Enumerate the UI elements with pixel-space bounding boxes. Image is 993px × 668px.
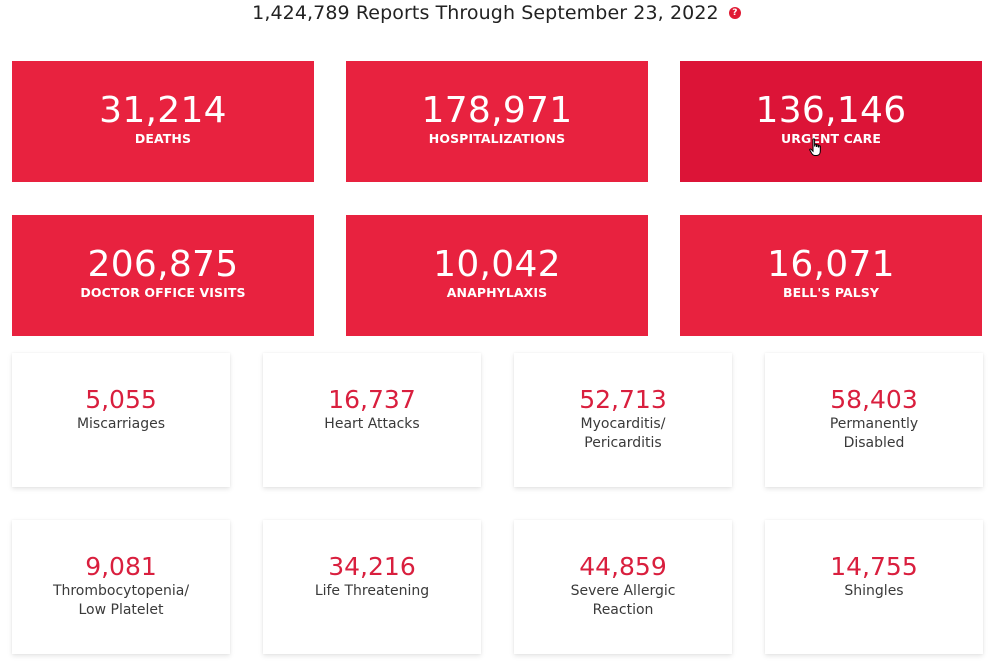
stat-value: 34,216 [328, 552, 416, 581]
stat-card-severe-allergic-reaction[interactable]: 44,859 Severe Allergic Reaction [514, 520, 732, 654]
stat-label: Myocarditis/ Pericarditis [580, 416, 666, 451]
stat-label: Heart Attacks [324, 416, 420, 432]
stat-value: 31,214 [99, 90, 227, 131]
reports-title: 1,424,789 Reports Through September 23, … [252, 2, 719, 24]
stat-card-thrombocytopenia[interactable]: 9,081 Thrombocytopenia/ Low Platelet [12, 520, 230, 654]
stat-label: Severe Allergic Reaction [570, 583, 676, 618]
stat-label: HOSPITALIZATIONS [428, 131, 566, 146]
stat-card-heart-attacks[interactable]: 16,737 Heart Attacks [263, 353, 481, 487]
stat-label: Miscarriages [76, 416, 166, 432]
stat-card-doctor-office-visits[interactable]: 206,875 DOCTOR OFFICE VISITS [12, 215, 314, 336]
stat-value: 206,875 [87, 244, 239, 285]
stat-value: 5,055 [85, 385, 157, 414]
stat-card-permanently-disabled[interactable]: 58,403 Permanently Disabled [765, 353, 983, 487]
page-header: 1,424,789 Reports Through September 23, … [0, 2, 993, 24]
stat-card-life-threatening[interactable]: 34,216 Life Threatening [263, 520, 481, 654]
stat-card-anaphylaxis[interactable]: 10,042 ANAPHYLAXIS [346, 215, 648, 336]
stat-value: 16,737 [328, 385, 416, 414]
stat-label: DOCTOR OFFICE VISITS [80, 285, 246, 300]
help-icon[interactable]: ? [728, 6, 741, 19]
stat-card-shingles[interactable]: 14,755 Shingles [765, 520, 983, 654]
stat-value: 9,081 [85, 552, 157, 581]
stat-label: Permanently Disabled [829, 416, 919, 451]
stat-label: Life Threatening [314, 583, 430, 599]
stat-card-bells-palsy[interactable]: 16,071 BELL'S PALSY [680, 215, 982, 336]
stat-value: 14,755 [830, 552, 918, 581]
stat-label: ANAPHYLAXIS [446, 285, 548, 300]
stat-card-hospitalizations[interactable]: 178,971 HOSPITALIZATIONS [346, 61, 648, 182]
stat-label: URGENT CARE [780, 131, 882, 146]
stat-value: 136,146 [755, 90, 907, 131]
stat-card-deaths[interactable]: 31,214 DEATHS [12, 61, 314, 182]
stat-label: DEATHS [134, 131, 192, 146]
stat-card-urgent-care[interactable]: 136,146 URGENT CARE [680, 61, 982, 182]
stat-value: 44,859 [579, 552, 667, 581]
stat-label: BELL'S PALSY [782, 285, 880, 300]
stat-value: 178,971 [421, 90, 573, 131]
stat-value: 16,071 [767, 244, 895, 285]
stat-value: 58,403 [830, 385, 918, 414]
stat-label: Thrombocytopenia/ Low Platelet [52, 583, 190, 618]
stat-card-myocarditis[interactable]: 52,713 Myocarditis/ Pericarditis [514, 353, 732, 487]
stat-value: 52,713 [579, 385, 667, 414]
stat-value: 10,042 [433, 244, 561, 285]
stat-card-miscarriages[interactable]: 5,055 Miscarriages [12, 353, 230, 487]
stat-label: Shingles [844, 583, 904, 599]
